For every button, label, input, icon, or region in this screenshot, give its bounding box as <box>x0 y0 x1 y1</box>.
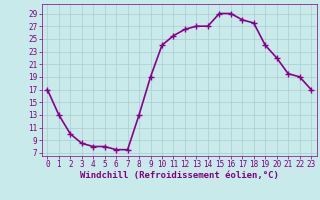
X-axis label: Windchill (Refroidissement éolien,°C): Windchill (Refroidissement éolien,°C) <box>80 171 279 180</box>
